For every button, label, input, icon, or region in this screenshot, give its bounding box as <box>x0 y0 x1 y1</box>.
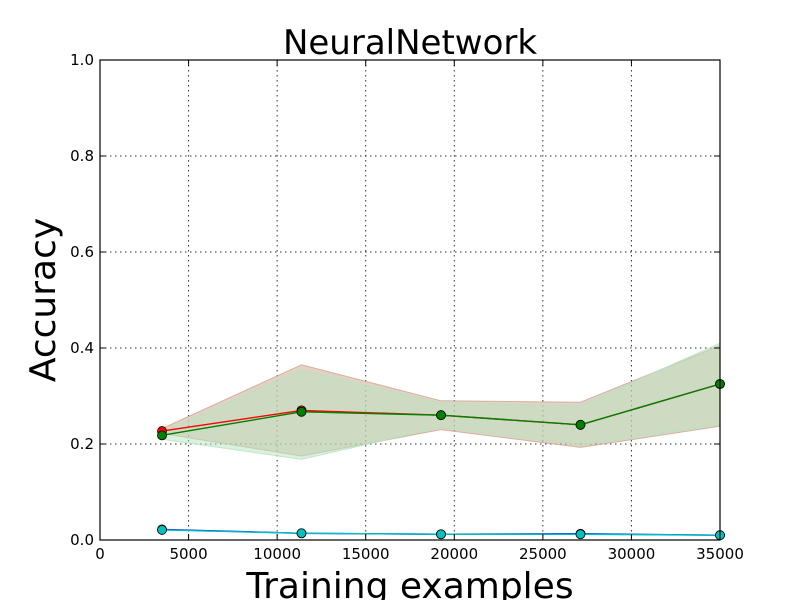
plot-frame <box>99 59 721 541</box>
series-3-point <box>157 525 167 535</box>
y-tick-label: 0.0 <box>70 531 94 549</box>
series-1-point <box>157 430 167 441</box>
y-axis-label: Accuracy <box>23 218 64 382</box>
y-tick-label: 0.4 <box>70 339 94 357</box>
series-1-point <box>296 406 307 417</box>
band-layer <box>161 342 721 460</box>
tick-layer: 0 5000 10000 15000 20000 25000 30000 35000 0.0 0.… <box>70 51 744 563</box>
x-tick-label: 5000 <box>169 545 207 563</box>
y-tick-label: 0.8 <box>70 147 94 165</box>
x-tick-label: 25000 <box>519 545 567 563</box>
x-tick-label: 0 <box>95 545 105 563</box>
x-tick-label: 35000 <box>696 545 744 563</box>
grid-layer <box>100 60 720 540</box>
x-tick-label: 15000 <box>342 545 390 563</box>
series-3-point <box>296 528 307 539</box>
x-tick-label: 10000 <box>253 545 301 563</box>
series-3-point <box>575 529 586 540</box>
x-axis-label: Training examples <box>245 566 573 600</box>
x-tick-label: 20000 <box>430 545 478 563</box>
series-3-point <box>436 529 446 540</box>
series-1-point <box>575 419 586 430</box>
chart-title: NeuralNetwork <box>283 23 537 63</box>
y-tick-label: 0.6 <box>70 243 94 261</box>
x-tick-label: 30000 <box>608 545 656 563</box>
y-tick-label: 0.2 <box>70 435 94 453</box>
series-1-point <box>436 410 446 421</box>
y-tick-label: 1.0 <box>70 51 94 69</box>
